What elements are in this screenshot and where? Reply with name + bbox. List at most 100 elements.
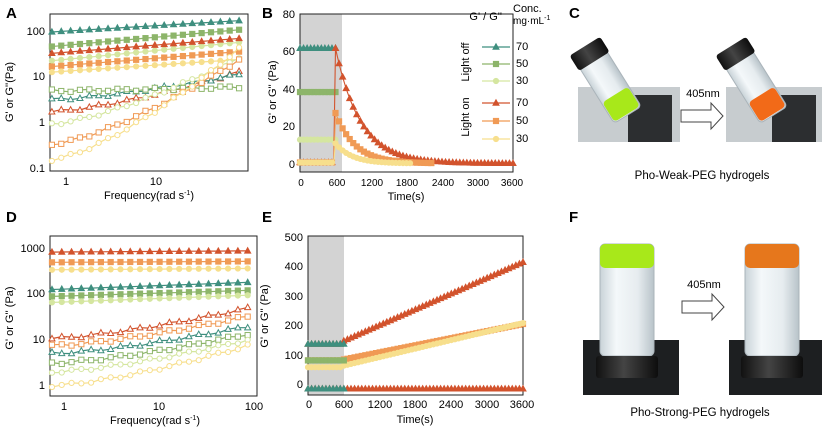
data-point-6-6: [104, 100, 112, 108]
panel-c-caption: Pho-Weak-PEG hydrogels: [635, 170, 770, 182]
legend-label-off-30: 30: [516, 75, 528, 87]
data-point-3-13: [175, 280, 184, 288]
panel-a-x-axis-label: Frequency(rad s-1): [104, 190, 194, 202]
data-point-8-14: [185, 332, 193, 340]
data-point-6-12: [165, 318, 174, 326]
data-point-2-16: [198, 42, 205, 50]
time-point-3-46: [377, 141, 386, 149]
data-point-0-1: [57, 247, 66, 255]
data-point-4-0: [48, 63, 55, 70]
data-point-10-2: [67, 136, 74, 143]
data-point-2-1: [58, 56, 65, 63]
data-point-3-5: [94, 45, 103, 53]
data-point-8-4: [87, 345, 95, 353]
data-point-1-10: [142, 35, 149, 42]
time-point-3-22: [335, 59, 343, 67]
data-point-5-15: [195, 293, 202, 301]
panel-b-ytick-0: 0: [289, 159, 295, 171]
data-point-3-5: [97, 283, 105, 291]
data-point-1-19: [234, 258, 241, 265]
time-point-3-42: [370, 135, 379, 143]
data-point-1-13: [176, 258, 183, 265]
data-point-9-6: [104, 107, 112, 115]
data-point-10-7: [114, 121, 121, 128]
legend-marker-2: [492, 77, 500, 85]
data-point-5-13: [170, 60, 177, 68]
data-point-6-2: [66, 105, 75, 113]
data-point-11-17: [215, 349, 222, 356]
data-point-2-7: [117, 266, 124, 273]
data-point-2-3: [78, 266, 85, 273]
data-point-5-8: [123, 63, 130, 71]
data-point-2-4: [88, 266, 95, 273]
panel-f-arrow-label: 405nm: [687, 279, 721, 291]
data-point-0-6: [106, 247, 115, 255]
data-point-10-9: [136, 358, 144, 365]
panel-b-ytick-40: 40: [283, 84, 295, 96]
data-point-1-2: [67, 41, 74, 48]
data-point-11-2: [67, 150, 74, 158]
data-point-4-4: [86, 60, 93, 67]
data-point-3-4: [87, 283, 95, 291]
data-point-8-10: [142, 86, 149, 93]
panel-e-ytick-100: 100: [285, 350, 303, 362]
data-point-4-10: [146, 290, 153, 297]
panel-d-xtick-100: 100: [245, 401, 263, 413]
legend-label-on-50: 50: [516, 115, 528, 127]
data-point-11-1: [58, 154, 65, 161]
data-point-3-10: [141, 41, 150, 49]
data-point-8-9: [133, 87, 140, 94]
data-point-3-11: [155, 281, 164, 289]
data-point-5-9: [136, 296, 144, 303]
data-point-5-0: [48, 299, 56, 306]
data-point-2-17: [215, 265, 222, 272]
data-point-7-15: [195, 321, 202, 329]
data-point-11-11: [151, 109, 158, 116]
data-point-10-0: [48, 369, 56, 376]
time-point-3-28: [345, 94, 354, 102]
panel-d-x-axis-label: Frequency(rad s-1): [110, 415, 200, 427]
data-point-3-16: [197, 37, 206, 45]
data-point-1-0: [48, 43, 55, 50]
data-point-11-13: [170, 94, 177, 101]
data-point-3-6: [104, 44, 112, 52]
panel-d-x-axis-label-sup: -1: [190, 415, 196, 422]
data-point-0-2: [67, 247, 76, 255]
data-point-11-4: [88, 379, 95, 386]
data-point-8-1: [58, 87, 65, 95]
data-point-9-5: [97, 357, 104, 364]
data-point-3-10: [145, 281, 154, 289]
data-point-6-3: [77, 333, 86, 341]
data-point-7-5: [97, 338, 104, 345]
data-point-11-15: [195, 357, 202, 364]
data-point-11-6: [104, 135, 112, 142]
data-point-2-18: [224, 265, 232, 272]
data-point-4-14: [179, 52, 187, 60]
data-point-9-12: [161, 89, 168, 96]
panel-a-chart: 100 10 1 0.1 1 10 Frequency(rad s-1) G' …: [4, 13, 249, 202]
data-point-8-17: [207, 85, 215, 92]
panel-e-ytick-300: 300: [285, 291, 303, 303]
data-point-10-4: [86, 133, 93, 140]
panel-e-xtick-2400: 2400: [439, 399, 463, 411]
data-point-4-7: [117, 291, 124, 298]
panel-letter-f: F: [569, 209, 578, 226]
data-point-2-5: [97, 266, 104, 273]
data-point-2-15: [195, 265, 202, 272]
data-point-8-4: [86, 86, 93, 93]
data-point-10-13: [176, 350, 183, 357]
data-point-9-5: [95, 112, 102, 119]
data-point-0-9: [136, 247, 144, 255]
panel-f-photo: 405nm Pho-Strong-PEG hydrogels: [583, 237, 822, 419]
data-point-9-7: [117, 352, 124, 359]
data-point-7-0: [48, 94, 56, 102]
legend-marker-0: [492, 42, 500, 50]
legend-marker-4: [492, 117, 500, 125]
data-point-2-9: [136, 266, 144, 273]
data-point-7-4: [88, 338, 95, 345]
data-point-8-11: [155, 336, 164, 344]
panel-d-ytick-100: 100: [27, 288, 45, 300]
data-point-5-15: [189, 59, 196, 66]
data-point-0-8: [126, 247, 135, 255]
data-point-5-11: [151, 62, 158, 69]
